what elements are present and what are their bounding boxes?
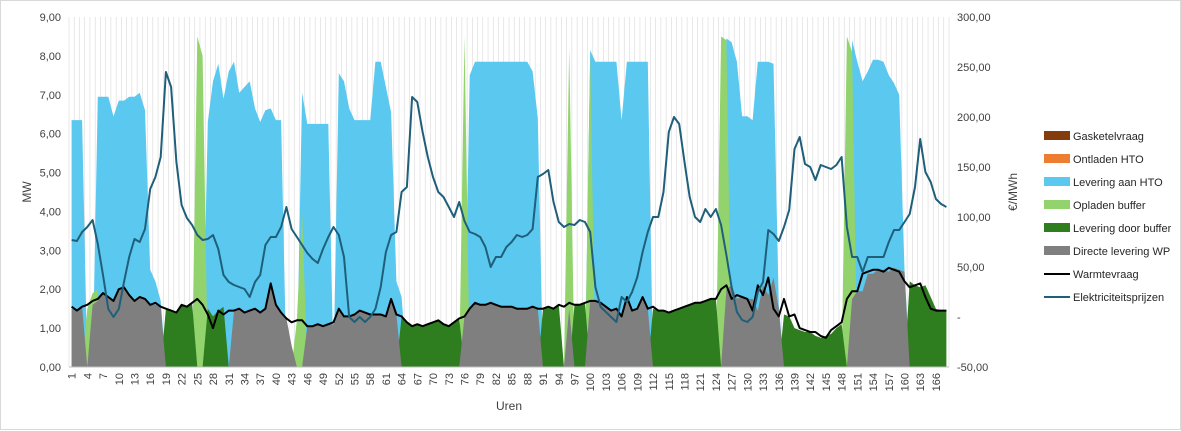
x-tick-label: 109 <box>632 373 644 391</box>
x-tick-label: 154 <box>868 373 880 391</box>
y-tick-label: 9,00 <box>40 12 61 24</box>
legend-warmtevraag-label: Warmtevraag <box>1073 269 1139 281</box>
x-tick-label: 88 <box>522 373 534 385</box>
x-tick-label: 100 <box>585 373 597 391</box>
x-tick-label: 58 <box>365 373 377 385</box>
legend-levering-door-buffer-swatch <box>1044 223 1070 232</box>
x-tick-label: 166 <box>931 373 943 391</box>
x-tick-label: 124 <box>711 373 723 391</box>
y-tick-label: 3,00 <box>40 245 61 257</box>
x-tick-label: 79 <box>475 373 487 385</box>
x-tick-label: 31 <box>224 373 236 385</box>
y-tick-label: 5,00 <box>40 168 61 180</box>
x-tick-label: 82 <box>491 373 503 385</box>
area-opladen-buffer <box>71 36 947 368</box>
x-tick-label: 121 <box>695 373 707 391</box>
x-tick-label: 136 <box>774 373 786 391</box>
y-axis-title: MW <box>20 181 34 203</box>
x-tick-label: 85 <box>507 373 519 385</box>
legend-gasketelvraag-label: Gasketelvraag <box>1073 131 1144 143</box>
y2-tick-label: 100,00 <box>957 212 991 224</box>
x-tick-label: 37 <box>255 373 267 385</box>
x-tick-label: 151 <box>852 373 864 391</box>
x-tick-label: 133 <box>758 373 770 391</box>
y2-axis-title: €/MWh <box>1006 173 1020 211</box>
legend-opladen-buffer-label: Opladen buffer <box>1073 200 1146 212</box>
y-tick-label: 8,00 <box>40 51 61 63</box>
legend-ontladen-hto-label: Ontladen HTO <box>1073 154 1144 166</box>
x-tick-label: 91 <box>538 373 550 385</box>
area-directe-levering-wp <box>71 267 947 367</box>
legend-gasketelvraag-swatch <box>1044 131 1070 140</box>
x-tick-label: 61 <box>381 373 393 385</box>
legend-levering-aan-hto-label: Levering aan HTO <box>1073 177 1163 189</box>
line-warmtevraag <box>71 266 947 339</box>
x-tick-label: 16 <box>145 373 157 385</box>
x-tick-label: 4 <box>82 373 94 379</box>
y-tick-label: 7,00 <box>40 90 61 102</box>
x-tick-label: 139 <box>789 373 801 391</box>
y2-tick-label: 250,00 <box>957 62 991 74</box>
x-tick-label: 130 <box>742 373 754 391</box>
x-tick-label: 52 <box>334 373 346 385</box>
legend-opladen-buffer-swatch <box>1044 200 1070 209</box>
x-tick-label: 40 <box>271 373 283 385</box>
x-tick-label: 115 <box>664 373 676 391</box>
y-tick-label: 2,00 <box>40 284 61 296</box>
x-tick-label: 64 <box>397 373 409 385</box>
y2-tick-label: -50,00 <box>957 362 988 374</box>
x-tick-label: 106 <box>617 373 629 391</box>
y-tick-label: 0,00 <box>40 362 61 374</box>
y2-tick-label: - <box>957 312 961 324</box>
line-elektriciteitsprijzen <box>71 71 947 323</box>
y-tick-label: 6,00 <box>40 129 61 141</box>
x-tick-label: 160 <box>899 373 911 391</box>
x-tick-label: 112 <box>648 373 660 391</box>
x-tick-label: 49 <box>318 373 330 385</box>
y2-tick-label: 200,00 <box>957 112 991 124</box>
y-tick-label: 4,00 <box>40 206 61 218</box>
x-tick-label: 28 <box>208 373 220 385</box>
x-tick-label: 148 <box>837 373 849 391</box>
x-tick-label: 70 <box>428 373 440 385</box>
x-tick-label: 127 <box>727 373 739 391</box>
x-tick-label: 1 <box>67 373 79 379</box>
x-tick-label: 22 <box>177 373 189 385</box>
y-tick-label: 1,00 <box>40 323 61 335</box>
y2-tick-label: 150,00 <box>957 162 991 174</box>
x-tick-label: 145 <box>821 373 833 391</box>
x-tick-label: 19 <box>161 373 173 385</box>
x-tick-label: 142 <box>805 373 817 391</box>
x-tick-label: 103 <box>601 373 613 391</box>
x-tick-label: 94 <box>554 373 566 385</box>
legend-elektriciteitsprijzen-label: Elektriciteitsprijzen <box>1073 292 1164 304</box>
x-tick-label: 73 <box>444 373 456 385</box>
x-tick-label: 157 <box>884 373 896 391</box>
x-tick-label: 46 <box>302 373 314 385</box>
legend-directe-levering-wp-swatch <box>1044 246 1070 255</box>
x-tick-label: 34 <box>239 373 251 385</box>
x-tick-label: 55 <box>349 373 361 385</box>
x-tick-label: 76 <box>459 373 471 385</box>
x-axis-title: Uren <box>496 399 522 413</box>
x-tick-label: 118 <box>679 373 691 391</box>
x-tick-label: 43 <box>287 373 299 385</box>
legend-levering-aan-hto-swatch <box>1044 177 1070 186</box>
x-tick-label: 13 <box>129 373 141 385</box>
x-tick-label: 163 <box>915 373 927 391</box>
legend-ontladen-hto-swatch <box>1044 154 1070 163</box>
x-tick-label: 97 <box>569 373 581 385</box>
x-tick-label: 7 <box>98 373 110 379</box>
y2-tick-label: 300,00 <box>957 12 991 24</box>
legend-directe-levering-wp-label: Directe levering WP <box>1073 246 1170 258</box>
x-tick-label: 25 <box>192 373 204 385</box>
x-tick-label: 67 <box>412 373 424 385</box>
y2-tick-label: 50,00 <box>957 262 985 274</box>
legend-levering-door-buffer-label: Levering door buffer <box>1073 223 1172 235</box>
x-tick-label: 10 <box>114 373 126 385</box>
